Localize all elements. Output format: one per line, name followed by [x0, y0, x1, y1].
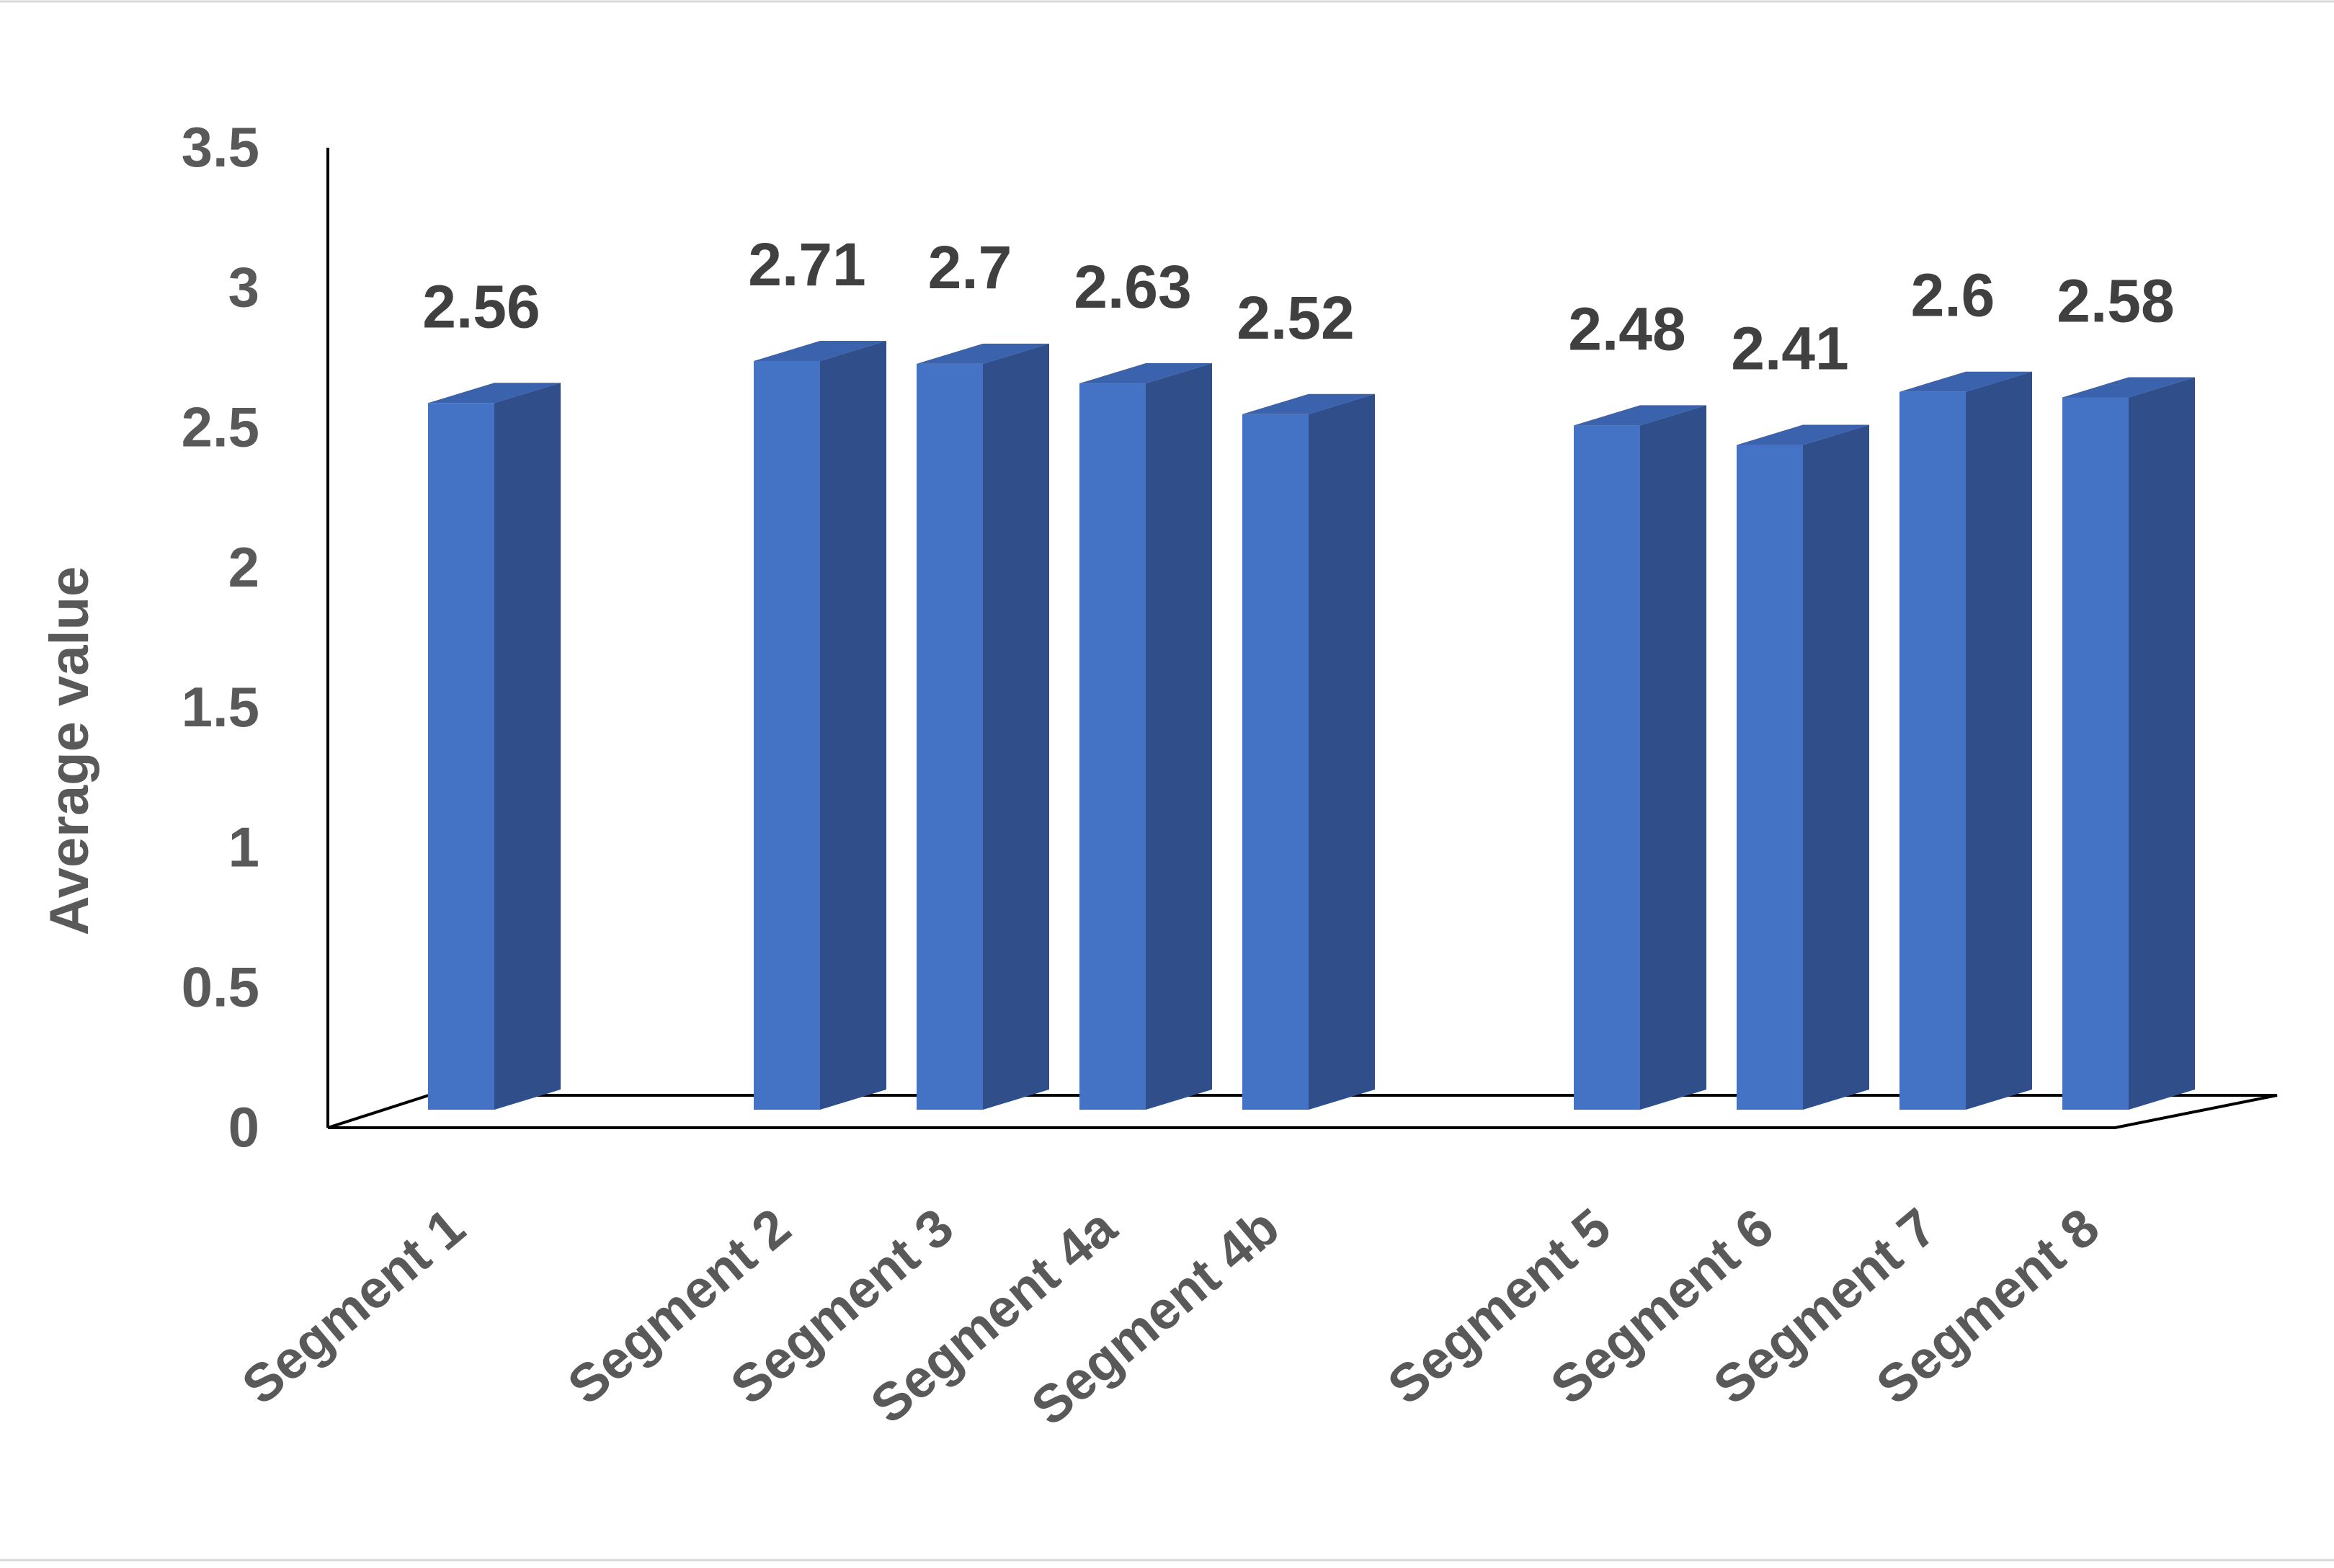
bar	[1574, 405, 1706, 1110]
bar-side-face	[983, 343, 1049, 1110]
data-label: 2.41	[1731, 315, 1849, 383]
bar	[1899, 371, 2032, 1110]
bar-side-face	[1146, 363, 1212, 1110]
y-tick-label: 1	[228, 815, 259, 878]
bar-top-face	[754, 340, 886, 361]
y-tick-label: 3	[228, 255, 259, 318]
bar	[1242, 393, 1375, 1110]
bar	[428, 383, 561, 1110]
bar-front-face	[2062, 397, 2129, 1110]
y-tick-label: 2	[228, 535, 259, 599]
bar-side-face	[1640, 405, 1706, 1110]
y-axis: 0 0.5 1 1.5 2 2.5 3 3.5	[182, 115, 329, 1159]
bar	[1737, 424, 1869, 1110]
y-tick-label: 0.5	[182, 956, 259, 1019]
bar-front-face	[1574, 425, 1640, 1110]
bar-top-face	[1242, 393, 1375, 414]
bar	[1079, 363, 1212, 1110]
bar-front-face	[1079, 383, 1146, 1110]
bar-top-face	[917, 343, 1049, 364]
bar-front-face	[1242, 414, 1309, 1110]
data-label: 2.63	[1074, 253, 1192, 321]
bar	[917, 343, 1049, 1110]
bar-side-face	[1309, 393, 1375, 1110]
bar-top-face	[1079, 363, 1212, 384]
data-label: 2.52	[1237, 284, 1355, 352]
data-labels: 2.56 2.71 2.7 2.63 2.52 2.48 2.41 2.6 2.58	[422, 231, 2175, 383]
bar-front-face	[917, 363, 983, 1110]
bar	[754, 340, 886, 1110]
chart-floor	[327, 1094, 2278, 1129]
y-tick-label: 0	[228, 1095, 259, 1159]
bar-front-face	[754, 360, 820, 1110]
bar-side-face	[2129, 377, 2195, 1110]
bar-side-face	[494, 383, 561, 1110]
bar-top-face	[1737, 424, 1869, 445]
data-label: 2.58	[2057, 267, 2175, 334]
bar-front-face	[1737, 445, 1803, 1110]
bar-top-face	[428, 383, 561, 404]
bar-side-face	[1966, 371, 2032, 1110]
bar	[2062, 377, 2195, 1110]
data-label: 2.7	[928, 233, 1012, 301]
bar-top-face	[2062, 377, 2195, 398]
data-label: 2.56	[422, 272, 540, 340]
y-tick-label: 2.5	[182, 396, 259, 459]
bar-front-face	[1899, 391, 1966, 1110]
data-label: 2.48	[1568, 295, 1686, 362]
y-axis-title: Average value	[39, 566, 100, 936]
bar-top-face	[1574, 405, 1706, 426]
bars	[428, 340, 2195, 1110]
data-label: 2.71	[748, 231, 866, 298]
bar-front-face	[428, 403, 494, 1110]
bar-side-face	[1803, 424, 1869, 1110]
y-tick-label: 3.5	[182, 115, 259, 179]
data-label: 2.6	[1911, 262, 1995, 329]
y-tick-label: 1.5	[182, 675, 259, 739]
floor-outline	[327, 1094, 2278, 1129]
bar-top-face	[1899, 371, 2032, 392]
bar-side-face	[820, 340, 886, 1110]
